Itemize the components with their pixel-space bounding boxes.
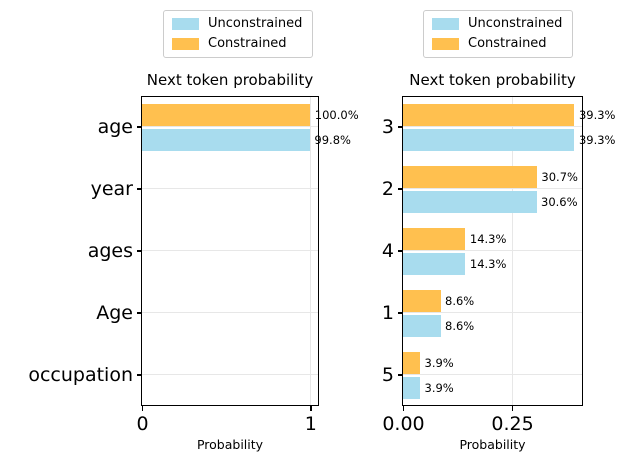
y-tick-label: Age [96, 302, 133, 324]
constrained-swatch-icon [172, 38, 199, 50]
y-tick-mark [137, 312, 141, 314]
gridline-horizontal [142, 374, 318, 375]
y-tick-label: 3 [381, 116, 394, 138]
legend: Unconstrained Constrained [163, 10, 314, 58]
legend-label: Constrained [208, 36, 287, 51]
bar-constrained [403, 227, 466, 250]
y-tick-label: 4 [381, 240, 394, 262]
bar-constrained [403, 351, 420, 374]
y-tick-mark [398, 126, 402, 128]
gridline-vertical [309, 97, 311, 405]
unconstrained-swatch-icon [432, 18, 459, 30]
x-tick-label: 0.00 [382, 413, 425, 435]
unconstrained-swatch-icon [172, 18, 199, 30]
bar-value-label: 30.6% [541, 195, 578, 209]
y-tick-label: occupation [28, 364, 133, 386]
bar-value-label: 99.8% [314, 133, 351, 147]
y-tick-mark [137, 250, 141, 252]
x-tick-label: 0.25 [491, 413, 534, 435]
legend-label: Constrained [468, 36, 547, 51]
y-tick-label: 1 [381, 302, 394, 324]
gridline-horizontal [403, 374, 582, 375]
y-tick-label: ages [87, 240, 133, 262]
constrained-swatch-icon [432, 38, 459, 50]
gridline-horizontal [142, 312, 318, 313]
gridline-horizontal [142, 188, 318, 189]
y-tick-label: year [90, 178, 133, 200]
x-tick-mark [310, 406, 312, 411]
legend-label: Unconstrained [208, 16, 303, 31]
legend-item-unconstrained: Unconstrained [172, 16, 302, 32]
bar-value-label: 100.0% [314, 108, 359, 122]
legend-label: Unconstrained [468, 16, 563, 31]
bar-value-label: 30.7% [541, 170, 578, 184]
bar-unconstrained [142, 128, 310, 151]
y-tick-mark [137, 126, 141, 128]
bar-value-label: 39.3% [578, 108, 616, 122]
y-tick-label: age [97, 116, 133, 138]
x-tick-label: 0 [136, 413, 149, 435]
x-tick-mark [141, 406, 144, 411]
bar-value-label: 3.9% [424, 381, 454, 395]
plot-area [402, 96, 583, 406]
bar-constrained [403, 103, 575, 126]
legend-item-unconstrained: Unconstrained [432, 16, 562, 32]
x-tick-mark [511, 406, 514, 411]
legend: Unconstrained Constrained [423, 10, 574, 58]
gridline-horizontal [403, 312, 582, 313]
bar-value-label: 14.3% [469, 257, 507, 271]
gridline-horizontal [403, 188, 582, 189]
bar-value-label: 3.9% [424, 356, 454, 370]
bar-unconstrained [403, 376, 420, 399]
plot-area [141, 96, 319, 406]
bar-value-label: 14.3% [469, 232, 507, 246]
bar-value-label: 8.6% [445, 319, 475, 333]
x-axis-label: Probability [196, 437, 264, 452]
y-tick-mark [137, 374, 141, 376]
x-axis-label: Probability [459, 437, 526, 452]
x-tick-label: 1 [304, 413, 317, 435]
gridline-horizontal [142, 250, 318, 251]
chart-title: Next token probability [409, 71, 576, 89]
gridline-horizontal [403, 250, 582, 251]
y-tick-mark [398, 374, 402, 376]
y-tick-mark [398, 250, 402, 252]
x-tick-mark [402, 406, 405, 411]
y-tick-label: 5 [381, 364, 394, 386]
gridline-vertical [511, 97, 513, 405]
legend-item-constrained: Constrained [172, 36, 302, 52]
gridline-horizontal [403, 126, 582, 127]
bar-constrained [403, 165, 537, 188]
chart-title: Next token probability [146, 71, 314, 89]
y-tick-mark [398, 312, 402, 314]
bar-value-label: 8.6% [445, 294, 475, 308]
bar-unconstrained [403, 252, 466, 275]
bar-constrained [142, 103, 311, 126]
bar-unconstrained [403, 190, 537, 213]
bar-constrained [403, 289, 441, 312]
y-tick-mark [137, 188, 141, 190]
bar-value-label: 39.3% [578, 133, 616, 147]
legend-item-constrained: Constrained [432, 36, 562, 52]
gridline-horizontal [142, 126, 318, 127]
bar-unconstrained [403, 128, 575, 151]
y-tick-mark [398, 188, 402, 190]
y-tick-label: 2 [381, 178, 394, 200]
bar-unconstrained [403, 314, 441, 337]
